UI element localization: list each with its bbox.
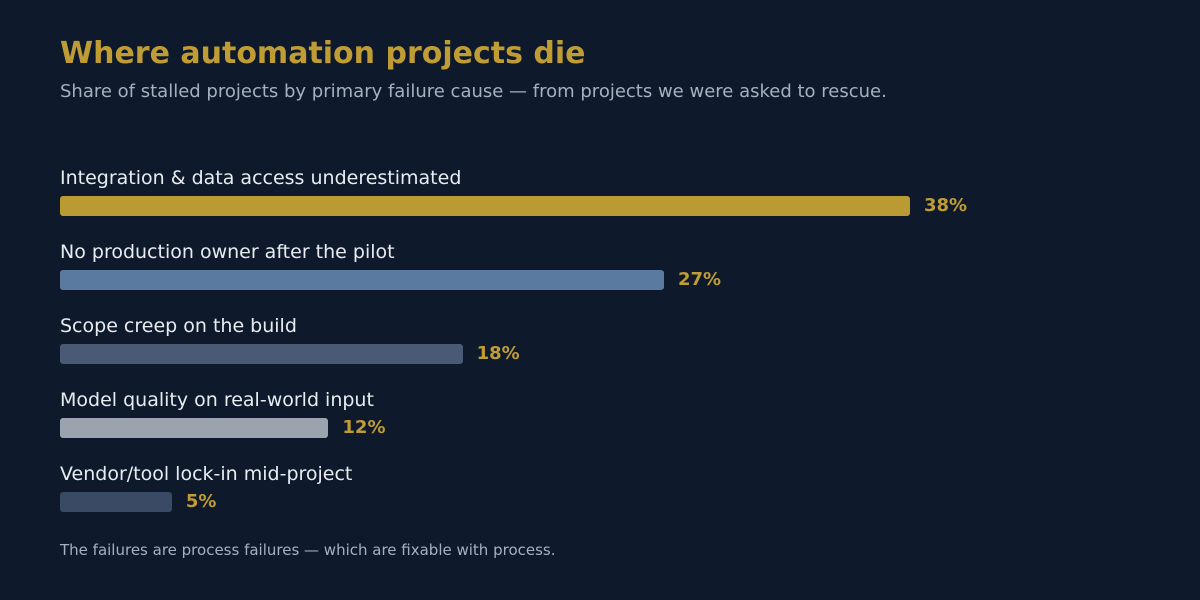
bar-value-label: 5% (185, 491, 217, 512)
bar-value-label: 38% (924, 195, 968, 216)
chart-subtitle: Share of stalled projects by primary fai… (60, 81, 887, 102)
chart-footnote: The failures are process failures — whic… (60, 541, 556, 559)
bar-category-label: Integration & data access underestimated (60, 167, 462, 189)
bar (60, 492, 172, 512)
bar-value-label: 12% (342, 417, 386, 438)
bar-row: Model quality on real-world input 12% (60, 388, 1160, 444)
chart-title: Where automation projects die (60, 36, 586, 71)
bar-category-label: No production owner after the pilot (60, 241, 395, 263)
bar-value-label: 18% (476, 343, 520, 364)
bar-value-label: 27% (677, 269, 722, 290)
bar-category-label: Model quality on real-world input (60, 389, 374, 411)
bar-row: Scope creep on the build 18% (60, 314, 1160, 370)
bar-category-label: Vendor/tool lock-in mid-project (60, 463, 353, 485)
bar-row: Integration & data access underestimated… (60, 166, 1160, 222)
bar (60, 196, 910, 216)
bar-row: Vendor/tool lock-in mid-project 5% (60, 462, 1160, 518)
bar-row: No production owner after the pilot 27% (60, 240, 1160, 296)
bar (60, 418, 329, 438)
bar-category-label: Scope creep on the build (60, 315, 297, 337)
bar (60, 344, 463, 364)
bar (60, 270, 664, 290)
